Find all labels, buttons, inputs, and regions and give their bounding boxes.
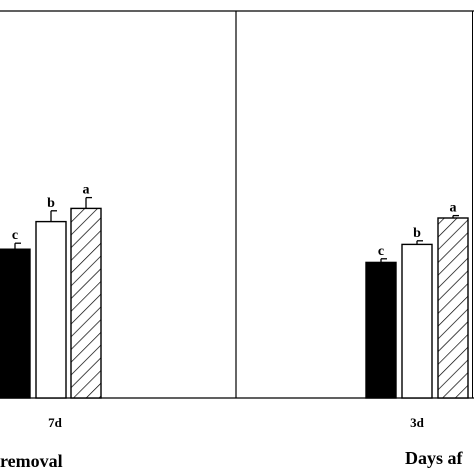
panel-2-sig-letter-hatched: a	[450, 201, 457, 216]
panel-2-bar-white	[401, 243, 433, 399]
panel-2-tick-label: 3d	[410, 415, 425, 430]
panel-1-sig-letter-black: c	[12, 228, 18, 243]
panel-1-sig-letter-hatched: a	[83, 183, 90, 198]
panel-1-bars: c b a	[0, 183, 102, 399]
panel-2-bar-hatched	[437, 217, 469, 399]
panel-1-bar-hatched	[70, 207, 102, 399]
panel-1-bar-black	[0, 248, 31, 399]
panel-2-sig-letter-black: c	[378, 244, 384, 259]
panel-1-bar-white	[35, 220, 67, 399]
panel-1-x-axis-title: removal	[0, 451, 63, 471]
panel-2-bar-black	[365, 261, 397, 399]
panel-1-tick-label: 7d	[48, 415, 63, 430]
panel-1-sig-letter-white: b	[47, 196, 55, 211]
panel-2-frame	[236, 10, 474, 399]
panel-2-bars: c b a	[365, 201, 469, 399]
panel-2-sig-letter-white: b	[413, 226, 421, 241]
panel-2-x-axis-title: Days af	[405, 448, 464, 468]
